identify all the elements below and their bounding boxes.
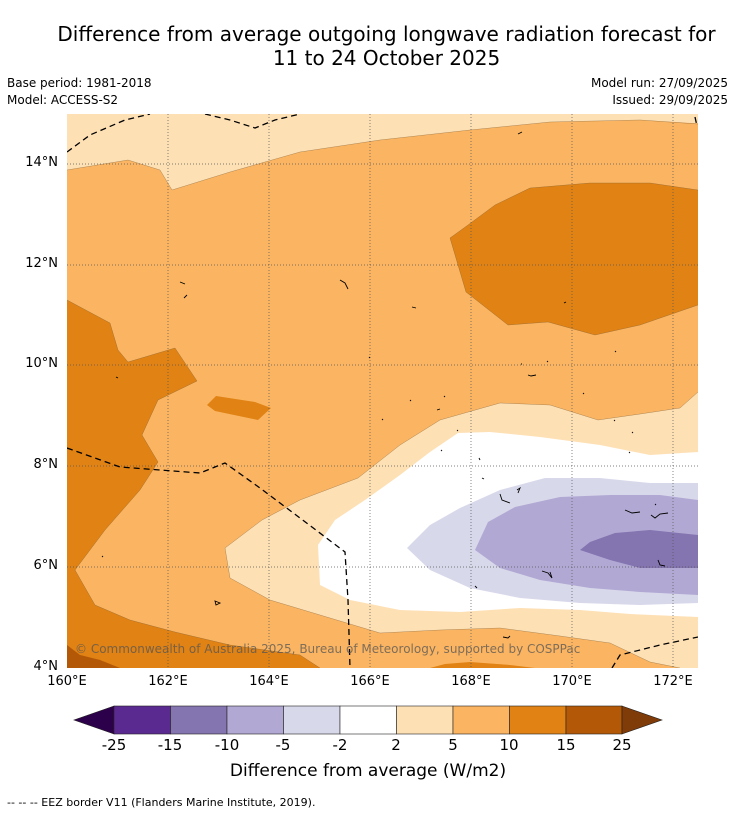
model-name: Model: ACCESS-S2 — [7, 93, 119, 107]
colorbar-label: Difference from average (W/m2) — [229, 761, 507, 781]
cbar-tick-5: 5 — [448, 736, 458, 754]
title-line-1: Difference from average outgoing longwav… — [57, 22, 716, 46]
copyright-text: © Commonwealth of Australia 2025, Bureau… — [75, 642, 580, 656]
colorbar — [73, 705, 663, 735]
x-tick-168e: 168°E — [451, 674, 491, 689]
contour-15-25-sw — [67, 645, 120, 668]
map-title: Difference from average outgoing longwav… — [0, 22, 736, 70]
cbar-tick-neg15: -15 — [157, 736, 183, 754]
cbar-tick-neg25: -25 — [101, 736, 127, 754]
x-tick-162e: 162°E — [148, 674, 188, 689]
colorbar-bin-2 — [170, 705, 228, 735]
contour-10-15-south — [430, 662, 535, 668]
y-tick-10n: 10°N — [25, 356, 58, 371]
cbar-tick-15: 15 — [556, 736, 576, 754]
y-tick-14n: 14°N — [25, 155, 58, 170]
map-area: © Commonwealth of Australia 2025, Bureau… — [67, 114, 698, 668]
contour-10-15-patch — [207, 396, 271, 420]
cbar-tick-2: 2 — [391, 736, 401, 754]
y-tick-4n: 4°N — [33, 659, 59, 674]
graticule — [67, 114, 698, 668]
colorbar-extend-max — [621, 705, 663, 735]
y-tick-8n: 8°N — [33, 457, 59, 472]
eez-legend: -- -- -- EEZ border V11 (Flanders Marine… — [7, 796, 316, 809]
meta-left: Base period: 1981-2018 Model: ACCESS-S2 — [7, 75, 152, 109]
x-tick-164e: 164°E — [249, 674, 289, 689]
title-line-2: 11 to 24 October 2025 — [272, 46, 501, 70]
colorbar-bin-6 — [396, 705, 454, 735]
colorbar-bin-5 — [339, 705, 397, 735]
meta-right: Model run: 27/09/2025 Issued: 29/09/2025 — [591, 75, 728, 109]
x-tick-170e: 170°E — [552, 674, 592, 689]
colorbar-bin-1 — [113, 705, 171, 735]
contour-neg-10-15 — [580, 530, 698, 568]
colorbar-extend-min — [73, 705, 115, 735]
y-tick-6n: 6°N — [33, 558, 59, 573]
y-tick-12n: 12°N — [25, 256, 58, 271]
colorbar-bin-9 — [565, 705, 623, 735]
contour-10-15-west — [67, 300, 320, 668]
model-run: Model run: 27/09/2025 — [590, 76, 728, 90]
x-tick-172e: 172°E — [653, 674, 693, 689]
x-tick-166e: 166°E — [350, 674, 390, 689]
cbar-tick-neg2: -2 — [332, 736, 348, 754]
cbar-tick-neg5: -5 — [275, 736, 291, 754]
x-tick-160e: 160°E — [47, 674, 87, 689]
colorbar-bin-8 — [509, 705, 567, 735]
contour-10-15-ne — [450, 183, 698, 335]
islands — [101, 131, 669, 639]
colorbar-bin-7 — [452, 705, 510, 735]
eez-borders — [67, 114, 698, 668]
issued-date: Issued: 29/09/2025 — [612, 93, 728, 107]
cbar-tick-10: 10 — [499, 736, 519, 754]
colorbar-bin-4 — [283, 705, 341, 735]
cbar-tick-25: 25 — [612, 736, 632, 754]
colorbar-bin-3 — [226, 705, 284, 735]
base-period: Base period: 1981-2018 — [7, 76, 152, 90]
contour-2-5-north — [67, 114, 698, 190]
cbar-tick-neg10: -10 — [214, 736, 240, 754]
